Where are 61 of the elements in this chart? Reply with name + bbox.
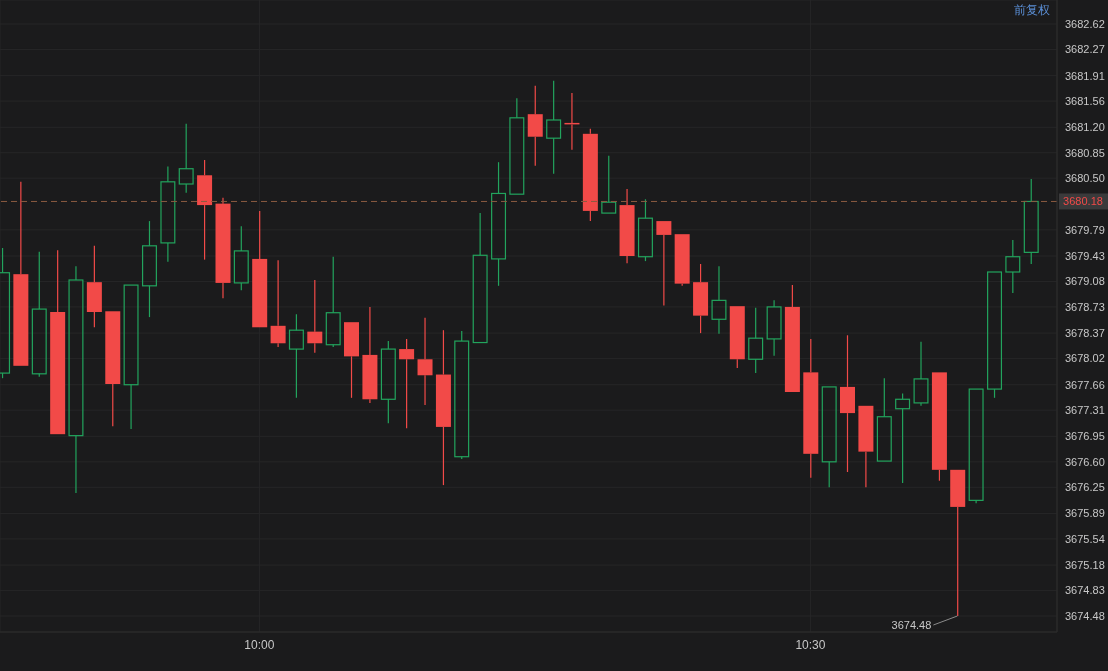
y-tick-label: 3676.95 [1065,430,1105,443]
y-tick-label: 3675.89 [1065,507,1105,520]
y-tick-label: 3681.20 [1065,121,1105,134]
candlestick [601,155,617,214]
y-tick-label: 3680.85 [1065,146,1105,159]
y-tick-label: 3679.08 [1065,275,1105,288]
candlestick [435,329,451,486]
x-tick-label: 10:30 [795,637,826,652]
x-tick-label: 10:00 [244,637,275,652]
candlestick [950,469,966,617]
candlestick [821,386,837,488]
candlestick [968,388,984,504]
candlestick [31,251,47,378]
candlestick [858,405,874,488]
annotation: 3674.48 [891,619,932,631]
candlestick [546,80,562,175]
candlestick [68,265,84,494]
candlestick [803,338,819,479]
annotation: 前复权 [1014,2,1050,19]
candlestick [362,306,378,404]
candlestick [50,249,66,435]
candlestick [472,212,488,344]
candlestick [509,97,525,195]
y-tick-label: 3680.50 [1065,172,1105,185]
candlestick [784,284,800,392]
y-tick-label: 3681.91 [1065,69,1105,82]
candlestick [252,210,268,328]
y-tick-label: 3677.31 [1065,404,1105,417]
candlestick [527,85,543,167]
y-tick-label: 3679.43 [1065,249,1105,262]
y-tick-label: 3676.25 [1065,481,1105,494]
candlestick [766,299,782,357]
candlestick [913,341,929,407]
candlestick [619,188,635,264]
candlestick [840,334,855,473]
candlestick [491,161,507,287]
candlestick [876,377,892,462]
y-tick-label: 3682.62 [1065,17,1105,30]
y-tick-label: 3674.48 [1065,609,1105,622]
candlestick [141,220,157,318]
candlestick [417,317,433,406]
y-tick-label: 3681.56 [1065,95,1105,107]
candlestick [656,221,672,307]
candlestick [123,284,139,430]
candlestick [711,265,727,335]
y-tick-label: 3678.73 [1065,300,1105,313]
candlestick [270,259,286,348]
candlestick [215,197,231,299]
ref-line-label: 3680.18 [1063,195,1103,208]
candlestick [160,165,176,263]
y-tick-label: 3682.27 [1065,43,1105,56]
y-tick-label: 3678.37 [1065,327,1105,339]
y-tick-label: 3675.18 [1065,559,1105,571]
y-tick-label: 3674.83 [1065,584,1105,597]
y-tick-label: 3675.54 [1065,532,1105,545]
y-tick-label: 3678.02 [1065,352,1105,365]
candlestick [105,311,121,427]
y-tick-label: 3679.79 [1065,223,1105,236]
y-tick-label: 3677.66 [1065,378,1105,391]
candlestick [307,279,323,354]
y-tick-label: 3676.60 [1065,455,1105,468]
